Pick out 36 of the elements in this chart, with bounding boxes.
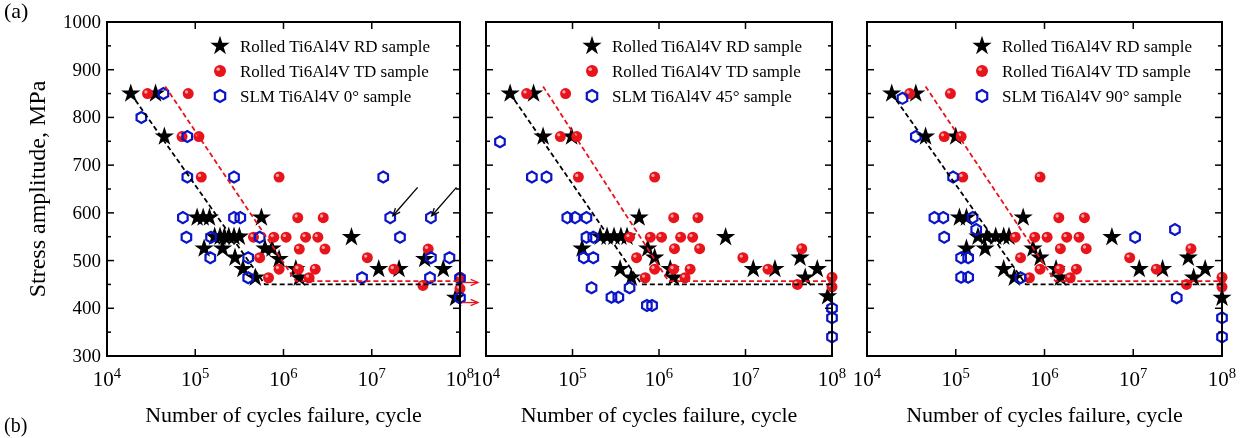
x-tick-label: 10$^{5}$ bbox=[941, 365, 970, 391]
x-tick-label: 10$^{6}$ bbox=[269, 365, 298, 391]
x-tick-label: 10$^{6}$ bbox=[644, 365, 674, 391]
y-tick-label: 800 bbox=[72, 106, 101, 128]
legend-label: Rolled Ti6Al4V TD sample bbox=[1002, 62, 1191, 81]
text: (a) bbox=[4, 0, 29, 23]
x-tick-label: 10$^{5}$ bbox=[558, 365, 587, 391]
x-tick-label: 10$^{4}$ bbox=[852, 365, 882, 391]
legend-label: Rolled Ti6Al4V RD sample bbox=[612, 37, 803, 56]
y-tick-label: 500 bbox=[72, 249, 101, 271]
x-tick-label: 10$^{7}$ bbox=[357, 365, 386, 391]
y-tick-label: 300 bbox=[72, 345, 101, 366]
legend-label: SLM Ti6Al4V 0° sample bbox=[240, 87, 412, 106]
y-tick-label: 700 bbox=[72, 154, 101, 176]
legend-label: Rolled Ti6Al4V RD sample bbox=[240, 37, 431, 56]
legend-label: Rolled Ti6Al4V TD sample bbox=[612, 62, 801, 81]
legend-label: SLM Ti6Al4V 45° sample bbox=[612, 87, 792, 106]
x-tick-label: 10$^{6}$ bbox=[1030, 365, 1059, 391]
legend-label: Rolled Ti6Al4V TD sample bbox=[240, 62, 429, 81]
x-axis-title: Number of cycles failure, cycle bbox=[520, 402, 798, 427]
y-tick-label: 1000 bbox=[63, 11, 101, 32]
x-tick-label: 10$^{5}$ bbox=[181, 365, 210, 391]
x-tick-label: 10$^{4}$ bbox=[92, 365, 122, 391]
x-axis-title: Number of cycles failure, cycle bbox=[145, 402, 422, 427]
y-tick-label: 900 bbox=[72, 58, 101, 80]
y-tick-label: 400 bbox=[72, 297, 101, 319]
y-tick-label: 600 bbox=[72, 201, 101, 223]
y-axis-title: Stress amplitude, MPa bbox=[24, 80, 50, 298]
x-tick-label: 10$^{7}$ bbox=[731, 365, 760, 391]
x-tick-label: 10$^{8}$ bbox=[1207, 365, 1237, 391]
x-tick-label: 10$^{7}$ bbox=[1119, 365, 1148, 391]
x-axis-title: Number of cycles failure, cycle bbox=[906, 402, 1183, 427]
text: (b) bbox=[4, 414, 28, 437]
legend-label: SLM Ti6Al4V 90° sample bbox=[1002, 87, 1182, 106]
legend-label: Rolled Ti6Al4V RD sample bbox=[1002, 37, 1193, 56]
x-tick-label: 10$^{8}$ bbox=[817, 365, 847, 391]
